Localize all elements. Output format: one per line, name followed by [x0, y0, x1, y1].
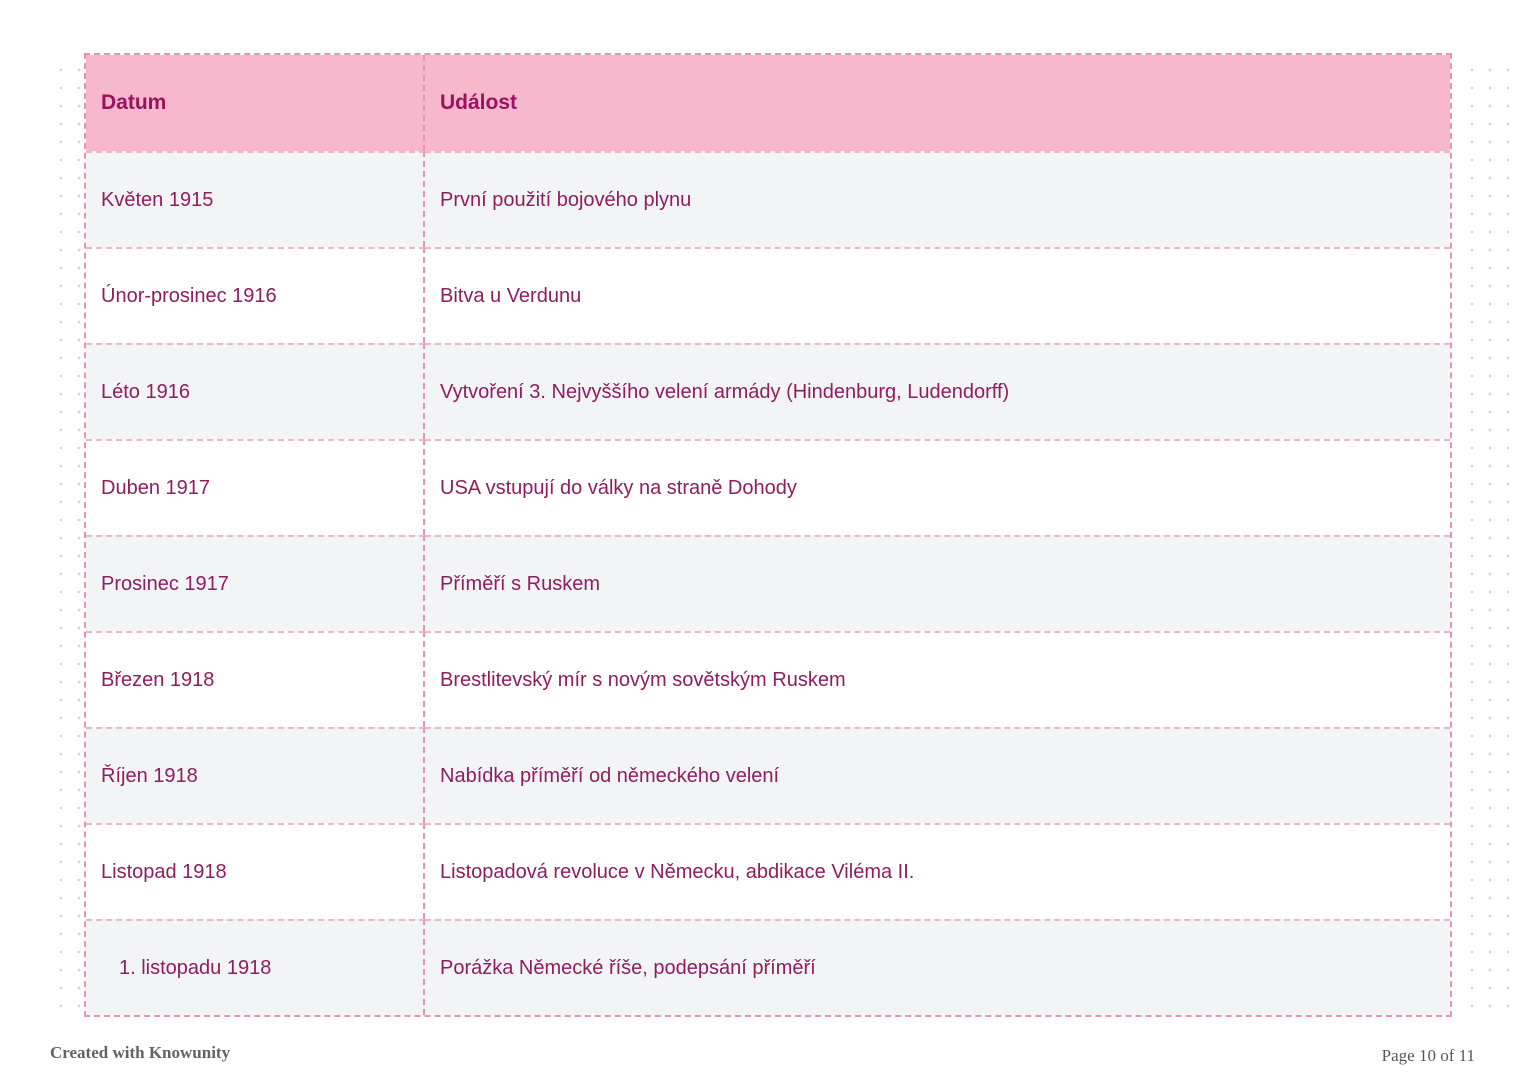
table-row-date: Únor-prosinec 1916 [86, 247, 425, 343]
table-row-event: Nabídka příměří od německého velení [425, 727, 1450, 823]
footer-credit: Created with Knowunity [50, 1043, 231, 1062]
table-row-date: Duben 1917 [86, 439, 425, 535]
table-row-event: První použití bojového plynu [425, 151, 1450, 247]
footer-page-number: Page 10 of 11 [1381, 1046, 1475, 1065]
table-row-event: USA vstupují do války na straně Dohody [425, 439, 1450, 535]
table-row-date: Léto 1916 [86, 343, 425, 439]
column-header-udalost: Událost [425, 55, 1450, 151]
dot-grid-right-margin [1459, 55, 1511, 1021]
events-table: Datum Událost Květen 1915 První použití b… [84, 53, 1452, 1017]
table-row-date: Březen 1918 [86, 631, 425, 727]
column-header-datum: Datum [86, 55, 425, 151]
table-row-event: Porážka Německé říše, podepsání příměří [425, 919, 1450, 1015]
table-row-date: Květen 1915 [86, 151, 425, 247]
dot-grid-left-margin [48, 55, 82, 1021]
table-row-date: Prosinec 1917 [86, 535, 425, 631]
table-row-event: Bitva u Verdunu [425, 247, 1450, 343]
table-row-date: Říjen 1918 [86, 727, 425, 823]
table-row-event: Listopadová revoluce v Německu, abdikace… [425, 823, 1450, 919]
table-row-date: Listopad 1918 [86, 823, 425, 919]
table-row-event: Brestlitevský mír s novým sovětským Rusk… [425, 631, 1450, 727]
table-row-event: Příměří s Ruskem [425, 535, 1450, 631]
table-row-date: 1. listopadu 1918 [86, 919, 425, 1015]
table-row-event: Vytvoření 3. Nejvyššího velení armády (H… [425, 343, 1450, 439]
